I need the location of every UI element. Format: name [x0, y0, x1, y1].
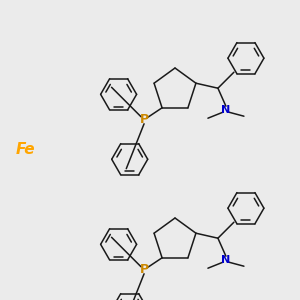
- Text: N: N: [221, 105, 230, 115]
- Text: N: N: [221, 255, 230, 265]
- Text: P: P: [140, 113, 148, 126]
- Text: P: P: [140, 263, 148, 276]
- Text: Fe: Fe: [16, 142, 35, 158]
